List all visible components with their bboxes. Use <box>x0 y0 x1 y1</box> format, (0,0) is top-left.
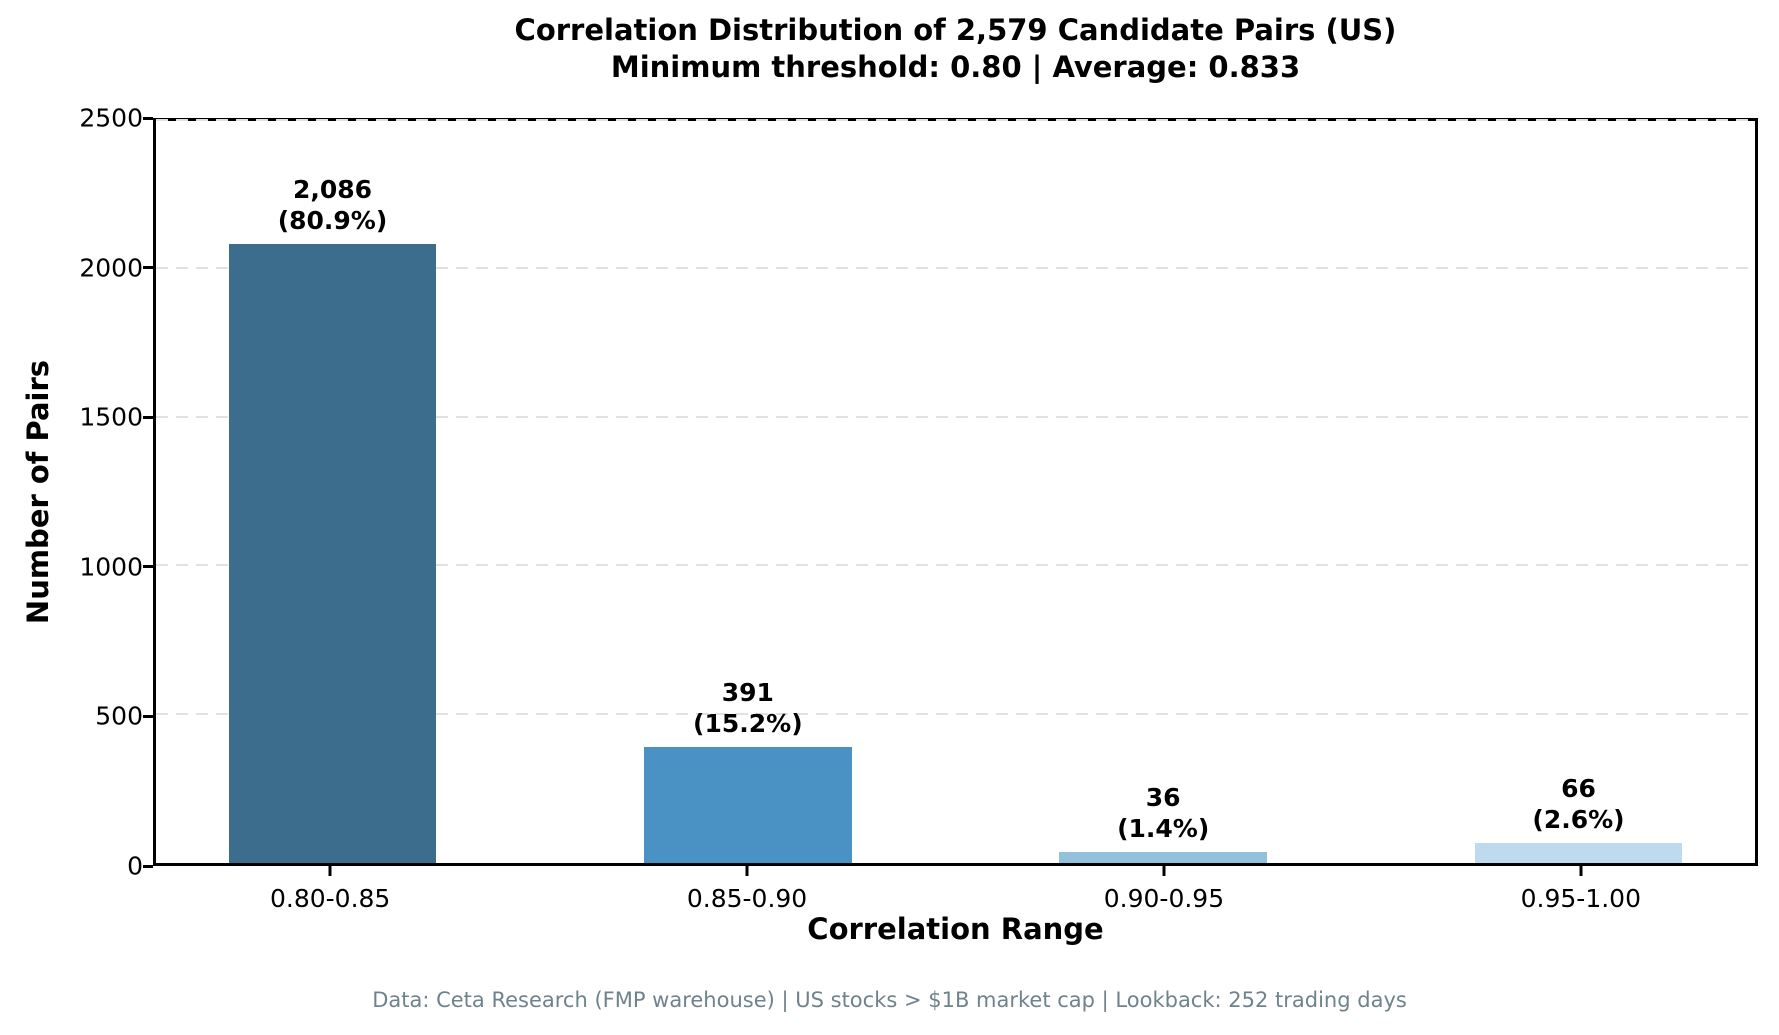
y-tick-mark-1500 <box>143 415 153 419</box>
bar-0.95-1.00 <box>1474 843 1683 863</box>
gridline-y-500 <box>156 712 1755 715</box>
bar-value-label-0.90-0.95: 36 (1.4%) <box>1117 782 1209 844</box>
bar-value-label-0.80-0.85: 2,086 (80.9%) <box>278 174 388 236</box>
y-tick-mark-1000 <box>143 565 153 569</box>
y-axis-label: Number of Pairs <box>21 359 55 625</box>
gridline-y-2000 <box>156 267 1755 270</box>
bar-0.80-0.85 <box>228 243 437 863</box>
bar-count: 36 <box>1145 783 1181 813</box>
y-tick-mark-2000 <box>143 266 153 270</box>
bar-count: 391 <box>721 677 774 707</box>
x-tick-mark-0.80-0.85 <box>328 866 332 876</box>
y-tick-label-1500: 1500 <box>79 402 143 432</box>
x-tick-label-0.80-0.85: 0.80-0.85 <box>269 884 391 913</box>
x-tick-mark-0.90-0.95 <box>1162 866 1166 876</box>
bar-0.90-0.95 <box>1059 852 1267 863</box>
y-tick-label-500: 500 <box>95 701 143 731</box>
y-tick-mark-0 <box>143 864 153 868</box>
x-tick-label-0.85-0.90: 0.85-0.90 <box>686 884 808 913</box>
bar-percent: (1.4%) <box>1117 814 1210 844</box>
y-tick-label-2500: 2500 <box>79 103 143 133</box>
x-tick-label-0.95-1.00: 0.95-1.00 <box>1520 884 1641 913</box>
plot-area: 2,086 (80.9%) 391 (15.2%) 36 (1.4%) 66 (2.6%) <box>153 118 1758 866</box>
bar-count: 66 <box>1561 774 1596 804</box>
bar-percent: (80.9%) <box>277 205 388 235</box>
bar-value-label-0.85-0.90: 391 (15.2%) <box>693 677 803 739</box>
bar-percent: (2.6%) <box>1532 805 1625 835</box>
chart-title: Correlation Distribution of 2,579 Candid… <box>153 12 1758 86</box>
x-tick-label-0.90-0.95: 0.90-0.95 <box>1103 884 1225 913</box>
y-tick-label-0: 0 <box>127 851 143 881</box>
gridline-y-1000 <box>156 564 1755 567</box>
bar-count: 2,086 <box>292 174 373 204</box>
x-tick-mark-0.95-1.00 <box>1579 866 1583 876</box>
y-tick-label-2000: 2000 <box>79 253 143 283</box>
gridline-y-1500 <box>156 415 1755 418</box>
bar-0.85-0.90 <box>644 746 852 863</box>
footer-note: Data: Ceta Research (FMP warehouse) | US… <box>372 988 1407 1012</box>
x-tick-mark-0.85-0.90 <box>745 866 749 876</box>
bar-value-label-0.95-1.00: 66 (2.6%) <box>1532 773 1624 835</box>
bar-percent: (15.2%) <box>693 708 803 738</box>
y-tick-label-1000: 1000 <box>79 552 143 582</box>
chart-title-line2: Minimum threshold: 0.80 | Average: 0.833 <box>610 50 1301 84</box>
chart-title-line1: Correlation Distribution of 2,579 Candid… <box>514 13 1397 47</box>
y-tick-mark-500 <box>143 714 153 718</box>
x-axis-label: Correlation Range <box>807 912 1104 946</box>
y-tick-mark-2500 <box>143 116 153 120</box>
gridline-y-2500 <box>156 119 1755 121</box>
